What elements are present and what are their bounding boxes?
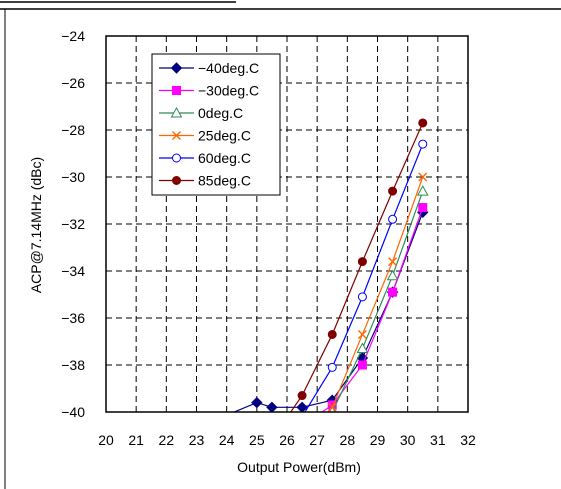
data-point	[313, 422, 321, 430]
data-point	[386, 269, 399, 281]
x-tick-label: 22	[159, 432, 175, 448]
data-point	[327, 362, 337, 372]
data-point	[418, 118, 428, 128]
y-tick-label: −34	[61, 263, 85, 279]
data-point	[388, 287, 398, 297]
series-2	[306, 185, 429, 430]
y-tick-label: −28	[61, 122, 85, 138]
series-line	[304, 143, 424, 412]
legend-marker	[172, 176, 181, 185]
series-line	[327, 176, 424, 412]
y-tick-label: −32	[61, 216, 85, 232]
legend-label: −30deg.C	[198, 83, 259, 99]
data-point	[416, 185, 429, 196]
x-tick-label: 25	[249, 432, 265, 448]
legend-marker	[172, 153, 181, 163]
y-tick-label: −30	[61, 169, 85, 185]
data-point	[306, 421, 316, 430]
legend-label: 0deg.C	[198, 105, 243, 121]
y-tick-label: −36	[61, 310, 85, 326]
series-line	[331, 190, 424, 412]
series-4	[298, 139, 428, 421]
series-1	[298, 203, 428, 430]
y-tick-label: −38	[61, 357, 85, 373]
data-point	[327, 329, 337, 339]
x-tick-label: 28	[340, 432, 356, 448]
x-tick-label: 27	[309, 432, 325, 448]
data-point	[277, 422, 285, 430]
data-point	[251, 396, 263, 409]
data-point	[356, 342, 369, 354]
x-tick-label: 32	[460, 432, 476, 448]
legend: −40deg.C −30deg.C 0deg.C 25deg.C 60deg.C 85de…	[151, 53, 281, 196]
plot-frame	[105, 35, 469, 413]
x-tick-label: 26	[279, 432, 295, 448]
data-point	[357, 329, 367, 339]
x-tick-label: 29	[370, 432, 386, 448]
data-point	[298, 413, 306, 421]
data-point	[327, 402, 337, 412]
data-point	[418, 139, 428, 149]
data-point	[388, 186, 398, 196]
data-point	[418, 203, 428, 213]
legend-label: 60deg.C	[198, 150, 251, 166]
legend-marker	[172, 86, 181, 95]
data-point	[266, 401, 278, 412]
series-3	[313, 172, 428, 430]
y-tick-label: −26	[61, 75, 85, 91]
data-point	[297, 391, 307, 401]
data-point	[357, 257, 367, 267]
data-point	[296, 401, 308, 412]
data-point	[388, 257, 398, 267]
series-5	[277, 118, 428, 430]
x-tick-label: 31	[430, 432, 446, 448]
x-axis-title: Output Power(dBm)	[237, 459, 361, 475]
x-tick-label: 23	[189, 432, 205, 448]
data-point	[418, 172, 428, 182]
x-tick-label: 30	[400, 432, 416, 448]
data-point	[207, 416, 217, 426]
x-tick-label: 24	[219, 432, 235, 448]
legend-marker	[170, 62, 183, 74]
data-point	[357, 292, 367, 302]
legend-label: −40deg.C	[198, 60, 259, 76]
data-point	[388, 214, 398, 224]
legend-label: 85deg.C	[198, 173, 251, 189]
tick-labels: 20 21 22 23 24 25 26 27 28 29 30 31 32 −24 −26 −28 −30 −3…	[61, 28, 476, 448]
y-axis-title: ACP@7.14MHz (dBc)	[28, 157, 44, 293]
legend-label: 25deg.C	[198, 128, 251, 144]
y-tick-label: −24	[61, 28, 85, 44]
legend-box	[151, 53, 281, 196]
data-point	[357, 360, 367, 370]
data-point	[298, 422, 306, 430]
series-line	[289, 122, 424, 412]
legend-marker	[172, 131, 181, 140]
x-tick-label: 20	[98, 432, 114, 448]
legend-marker	[170, 106, 183, 118]
x-tick-label: 21	[128, 432, 144, 448]
series-layer	[207, 118, 429, 430]
y-tick-label: −40	[61, 404, 85, 420]
